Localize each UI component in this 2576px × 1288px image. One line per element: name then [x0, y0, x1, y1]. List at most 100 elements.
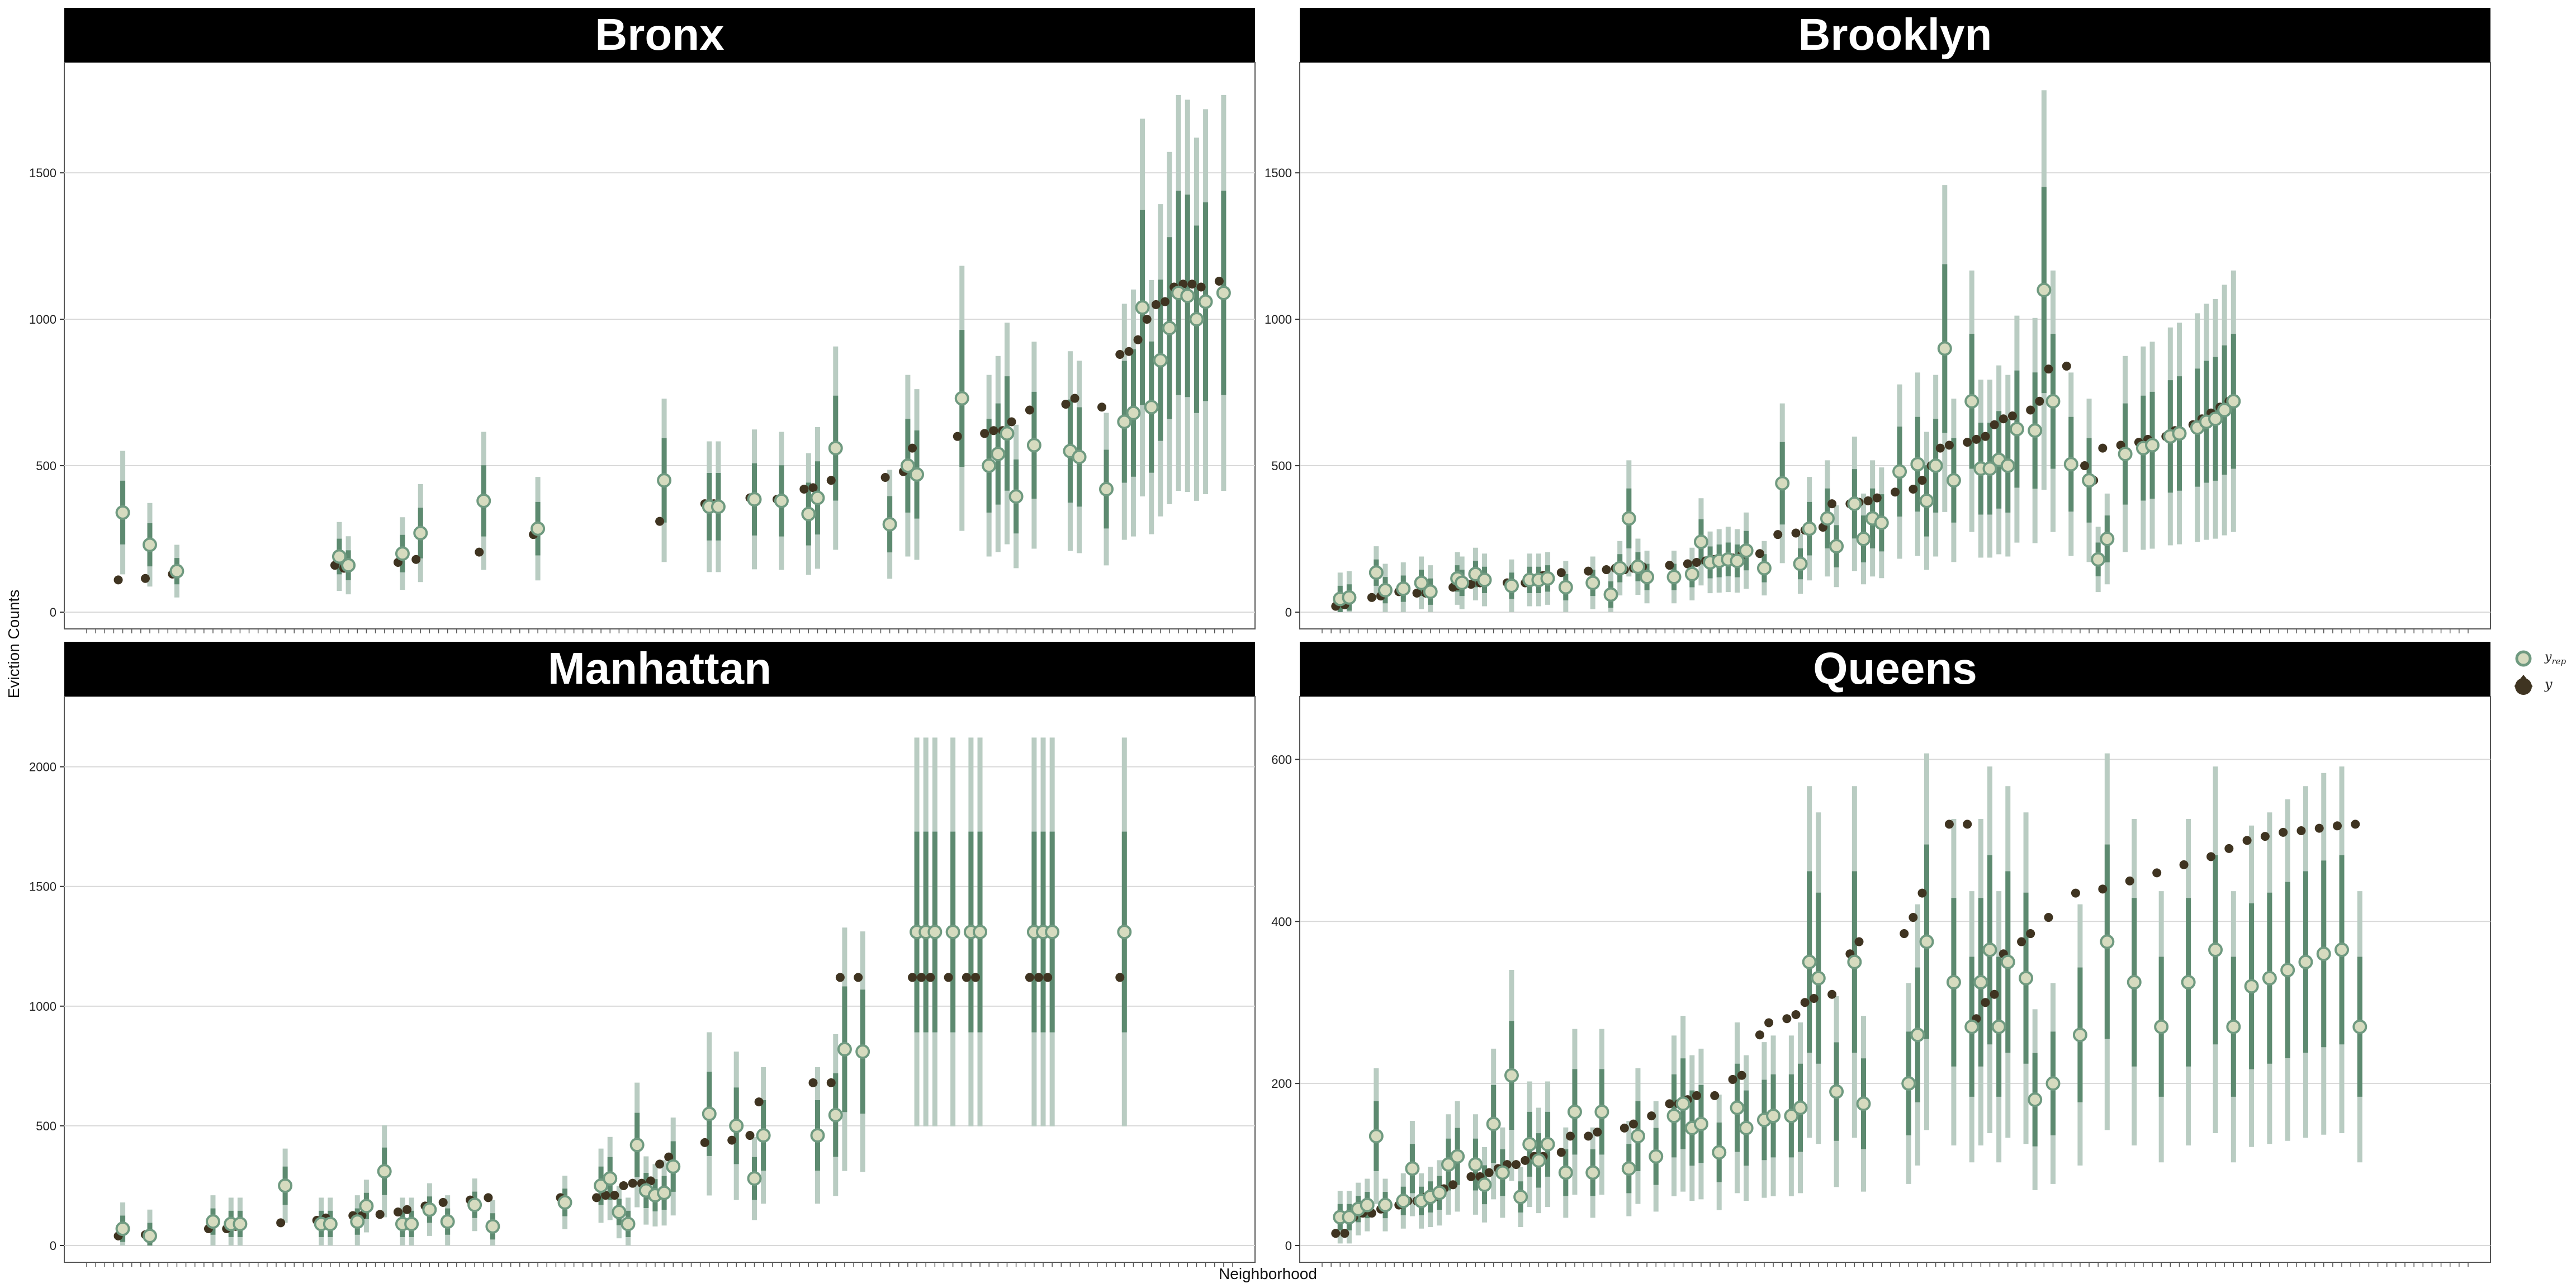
- y-point-bronx: [1007, 417, 1016, 427]
- y-point-brooklyn: [1602, 565, 1611, 575]
- y-point-brooklyn: [2062, 361, 2071, 371]
- yrep-point-queens: [1856, 1096, 1871, 1111]
- facet-strip-bronx: [64, 8, 1255, 63]
- y-point-brooklyn: [1791, 528, 1801, 538]
- yrep-point-queens: [2244, 979, 2259, 994]
- y-point-queens: [1900, 929, 1909, 939]
- yrep-point-manhattan: [612, 1205, 627, 1220]
- yrep-point-brooklyn: [1603, 587, 1618, 602]
- y-point-manhattan: [944, 973, 953, 982]
- y-point-queens: [2098, 884, 2108, 894]
- y-tick-label-manhattan: 500: [36, 1119, 56, 1133]
- facet-strip-brooklyn: [1300, 8, 2490, 63]
- y-point-brooklyn: [1963, 438, 1972, 447]
- y-point-manhattan: [835, 973, 845, 982]
- yrep-point-brooklyn: [1937, 341, 1952, 356]
- yrep-point-queens: [2181, 975, 2196, 989]
- y-point-bronx: [113, 575, 123, 585]
- facet-title-brooklyn: Brooklyn: [1798, 10, 1992, 59]
- y-point-manhattan: [628, 1178, 637, 1188]
- yrep-point-queens: [1531, 1153, 1546, 1168]
- y-point-queens: [1728, 1074, 1737, 1084]
- y-point-queens: [2179, 860, 2189, 869]
- y-point-brooklyn: [1556, 568, 1566, 577]
- y-point-queens: [2279, 827, 2288, 837]
- yrep-point-bronx: [1135, 300, 1150, 315]
- yrep-point-brooklyn: [1504, 578, 1519, 593]
- yrep-point-queens: [1567, 1104, 1582, 1119]
- yrep-point-queens: [2019, 970, 2034, 986]
- y-point-queens: [1565, 1131, 1575, 1141]
- y-point-brooklyn: [2098, 443, 2108, 453]
- yrep-point-manhattan: [657, 1185, 672, 1200]
- y-point-queens: [1620, 1123, 1629, 1133]
- y-point-manhattan: [826, 1078, 836, 1087]
- y-tick-label-queens: 0: [1285, 1239, 1292, 1253]
- y-point-brooklyn: [1981, 432, 1990, 441]
- y-point-queens: [1755, 1030, 1764, 1040]
- y-point-brooklyn: [1367, 593, 1376, 602]
- y-point-queens: [2260, 832, 2270, 841]
- yrep-point-brooklyn: [1793, 556, 1808, 571]
- yrep-point-bronx: [882, 517, 897, 532]
- yrep-point-queens: [1441, 1157, 1456, 1172]
- yrep-point-manhattan: [323, 1216, 338, 1232]
- y-point-manhattan: [592, 1193, 602, 1202]
- yrep-point-brooklyn: [1730, 553, 1745, 569]
- yrep-point-manhattan: [557, 1195, 572, 1210]
- yrep-point-brooklyn: [1414, 575, 1429, 590]
- yrep-point-queens: [1784, 1109, 1799, 1124]
- yrep-point-queens: [1360, 1197, 1375, 1213]
- y-point-queens: [1944, 820, 1954, 829]
- y-point-brooklyn: [1935, 443, 1945, 453]
- yrep-point-bronx: [1216, 285, 1231, 300]
- y-point-bronx: [980, 429, 989, 438]
- yrep-point-bronx: [413, 525, 428, 541]
- legend-yrep-label: yrep: [2544, 650, 2566, 666]
- y-point-manhattan: [971, 973, 981, 982]
- yrep-point-bronx: [531, 521, 546, 536]
- yrep-point-queens: [1847, 954, 1862, 969]
- y-point-manhattan: [917, 973, 926, 982]
- yrep-point-queens: [2298, 954, 2313, 969]
- yrep-point-manhattan: [1045, 925, 1060, 940]
- y-point-brooklyn: [2007, 411, 2017, 420]
- yrep-point-manhattan: [603, 1171, 618, 1186]
- y-point-manhattan: [745, 1131, 755, 1140]
- yrep-point-bronx: [395, 546, 410, 561]
- yrep-point-brooklyn: [1630, 559, 1645, 574]
- yrep-point-bronx: [910, 467, 925, 482]
- y-point-bronx: [1214, 277, 1224, 286]
- y-point-brooklyn: [1972, 434, 1981, 444]
- y-point-manhattan: [655, 1159, 665, 1169]
- y-point-brooklyn: [1999, 414, 2008, 424]
- yrep-point-brooklyn: [1756, 561, 1772, 576]
- y-point-manhattan: [1034, 973, 1044, 982]
- y-point-brooklyn: [2035, 396, 2044, 406]
- yrep-point-queens: [1342, 1210, 1357, 1225]
- yrep-point-manhattan: [927, 925, 943, 940]
- yrep-point-queens: [1504, 1068, 1519, 1083]
- y-point-bronx: [1142, 315, 1152, 324]
- y-point-brooklyn: [2044, 364, 2053, 374]
- yrep-point-queens: [1973, 975, 1988, 989]
- yrep-point-queens: [1522, 1137, 1537, 1152]
- y-point-queens: [1692, 1091, 1701, 1100]
- yrep-point-bronx: [1180, 288, 1195, 304]
- y-point-queens: [2333, 821, 2342, 831]
- yrep-point-brooklyn: [2172, 426, 2187, 441]
- y-point-queens: [1963, 820, 1972, 829]
- y-point-bronx: [808, 483, 818, 493]
- y-tick-label-bronx: 1500: [29, 166, 56, 180]
- facet-title-bronx: Bronx: [595, 10, 724, 59]
- y-point-bronx: [1115, 349, 1125, 359]
- yrep-point-brooklyn: [1847, 496, 1862, 512]
- yrep-point-bronx: [1189, 312, 1204, 327]
- y-point-manhattan: [484, 1193, 493, 1202]
- yrep-point-bronx: [341, 558, 356, 573]
- y-point-queens: [1628, 1119, 1638, 1129]
- y-point-brooklyn: [1827, 499, 1837, 509]
- yrep-point-queens: [1621, 1161, 1636, 1176]
- yrep-point-bronx: [657, 473, 672, 488]
- y-point-manhattan: [276, 1218, 286, 1228]
